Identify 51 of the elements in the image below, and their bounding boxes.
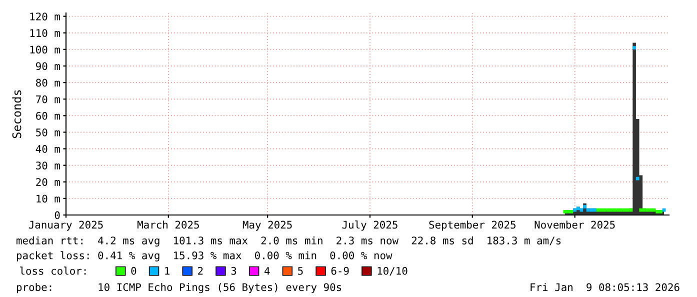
point bbox=[642, 208, 646, 212]
text: packet loss: 0.41 % avg 15.93 % max 0.00 % min 0.00 % now bbox=[16, 251, 392, 262]
legend-label: 0 bbox=[131, 266, 136, 275]
y-tick-label: 110 m bbox=[30, 29, 60, 37]
y-tick-label: 40 m bbox=[36, 145, 60, 153]
y-tick-label: 50 m bbox=[36, 128, 60, 136]
x-tick-label: January 2025 bbox=[28, 220, 103, 231]
text: median rtt: 4.2 ms avg 101.3 ms max 2.0 ms min 2.3 ms now 22.8 ms sd 183.3 m am/s bbox=[16, 236, 561, 247]
point bbox=[659, 210, 662, 214]
y-tick-label: 20 m bbox=[36, 178, 60, 186]
legend-title: loss color: bbox=[20, 266, 86, 275]
y-tick-label: 120 m bbox=[30, 12, 60, 20]
text: probe: 10 ICMP Echo Pings (56 Bytes) every 90s bbox=[16, 283, 342, 294]
x-tick-label: July 2025 bbox=[342, 220, 398, 231]
legend-label: 10/10 bbox=[378, 266, 408, 276]
point bbox=[573, 208, 577, 212]
y-tick-label: 10 m bbox=[36, 194, 60, 203]
point bbox=[639, 208, 643, 212]
point bbox=[606, 208, 610, 212]
point bbox=[632, 46, 636, 50]
legend-label: 2 bbox=[198, 266, 203, 275]
point bbox=[580, 208, 584, 212]
point bbox=[590, 208, 594, 212]
point bbox=[649, 208, 653, 212]
point bbox=[622, 208, 626, 212]
x-tick-label: November 2025 bbox=[534, 220, 615, 229]
legend-label: 3 bbox=[231, 266, 236, 275]
point bbox=[636, 176, 640, 180]
y-axis-title: Seconds bbox=[12, 90, 22, 138]
y-tick-label: 80 m bbox=[36, 78, 60, 87]
y-tick-label: 90 m bbox=[36, 62, 60, 70]
y-tick-label: 70 m bbox=[36, 95, 60, 104]
point bbox=[570, 210, 574, 214]
point bbox=[656, 210, 660, 214]
point bbox=[563, 210, 567, 214]
legend-label: 4 bbox=[264, 267, 270, 275]
legend-label: 5 bbox=[298, 267, 303, 275]
x-tick-label: May 2025 bbox=[242, 220, 292, 231]
x-tick-label: March 2025 bbox=[138, 220, 199, 229]
y-tick-label: 0 bbox=[54, 211, 60, 220]
point bbox=[583, 205, 586, 208]
point bbox=[592, 208, 596, 212]
y-tick-label: 60 m bbox=[36, 112, 60, 120]
x-tick-label: September 2025 bbox=[429, 220, 516, 231]
point bbox=[609, 208, 613, 212]
legend-label: 1 bbox=[165, 267, 170, 275]
legend-label: 6-9 bbox=[331, 266, 349, 275]
point bbox=[576, 206, 580, 210]
y-tick-label: 100 m bbox=[30, 46, 60, 54]
y-tick-label: 30 m bbox=[36, 162, 60, 170]
text: Fri Jan 9 08:05:13 2026 bbox=[530, 283, 680, 292]
